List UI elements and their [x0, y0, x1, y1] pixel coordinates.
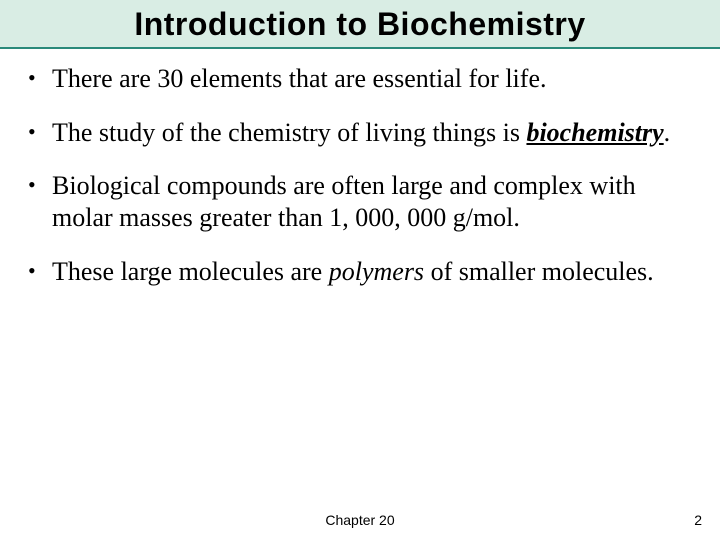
footer-page-number: 2: [694, 512, 702, 528]
bullet-emph: polymers: [329, 257, 424, 286]
content-area: • There are 30 elements that are essenti…: [0, 49, 720, 288]
bullet-pre: These large molecules are: [52, 257, 329, 286]
bullet-item: • The study of the chemistry of living t…: [28, 117, 692, 149]
bullet-item: • Biological compounds are often large a…: [28, 170, 692, 233]
bullet-pre: Biological compounds are often large and…: [52, 171, 636, 232]
bullet-text: There are 30 elements that are essential…: [52, 63, 692, 95]
bullet-text: Biological compounds are often large and…: [52, 170, 692, 233]
bullet-pre: There are 30 elements that are essential…: [52, 64, 546, 93]
bullet-text: The study of the chemistry of living thi…: [52, 117, 692, 149]
bullet-emph: biochemistry: [526, 118, 663, 147]
bullet-item: • These large molecules are polymers of …: [28, 256, 692, 288]
bullet-text: These large molecules are polymers of sm…: [52, 256, 692, 288]
bullet-post: of smaller molecules.: [424, 257, 654, 286]
footer-chapter: Chapter 20: [0, 512, 720, 528]
bullet-dot-icon: •: [28, 117, 52, 147]
title-bar: Introduction to Biochemistry: [0, 0, 720, 49]
bullet-dot-icon: •: [28, 63, 52, 93]
bullet-post: .: [664, 118, 671, 147]
bullet-pre: The study of the chemistry of living thi…: [52, 118, 526, 147]
slide-title: Introduction to Biochemistry: [0, 6, 720, 43]
bullet-dot-icon: •: [28, 256, 52, 286]
bullet-dot-icon: •: [28, 170, 52, 200]
bullet-item: • There are 30 elements that are essenti…: [28, 63, 692, 95]
